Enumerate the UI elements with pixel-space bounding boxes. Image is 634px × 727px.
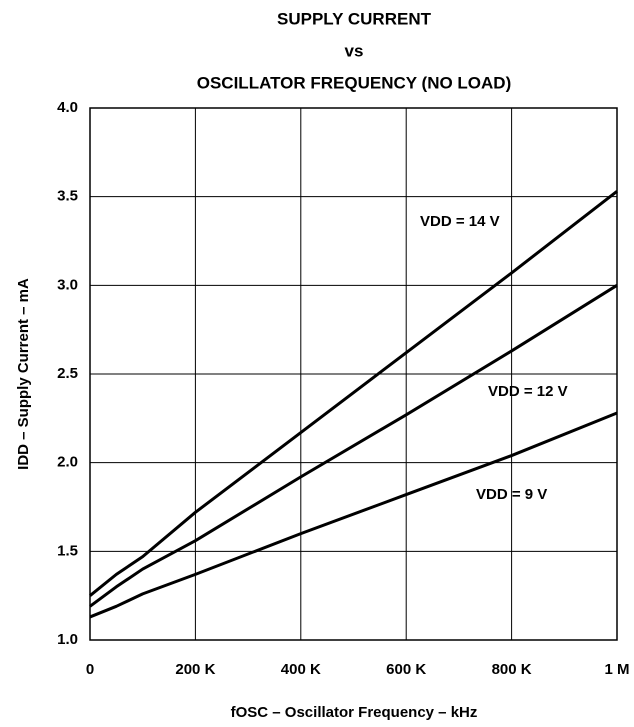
x-tick-label: 1 M xyxy=(604,661,629,678)
y-tick-label: 3.0 xyxy=(57,276,78,293)
y-axis-label: IDD – Supply Current – mA xyxy=(15,278,32,470)
y-tick-label: 3.5 xyxy=(57,188,78,205)
chart-title: OSCILLATOR FREQUENCY (NO LOAD) xyxy=(197,73,512,92)
y-tick-label: 2.0 xyxy=(57,454,78,471)
y-tick-label: 2.5 xyxy=(57,365,78,382)
plot-frame xyxy=(89,107,618,641)
series-line xyxy=(89,411,618,619)
x-tick-label: 600 K xyxy=(386,661,426,678)
y-tick-label: 1.0 xyxy=(57,631,78,648)
x-axis-label: fOSC – Oscillator Frequency – kHz xyxy=(231,704,478,721)
x-tick-label: 0 xyxy=(86,661,94,678)
series-line xyxy=(89,190,618,597)
chart-title: vs xyxy=(345,41,364,60)
series-label: VDD = 14 V xyxy=(420,213,500,230)
x-tick-label: 200 K xyxy=(175,661,215,678)
y-tick-label: 4.0 xyxy=(57,99,78,116)
chart-title: SUPPLY CURRENT xyxy=(277,9,432,28)
y-tick-label: 1.5 xyxy=(57,542,78,559)
series-label: VDD = 12 V xyxy=(488,383,568,400)
x-tick-label: 800 K xyxy=(492,661,532,678)
x-tick-label: 400 K xyxy=(281,661,321,678)
series-line xyxy=(89,284,618,608)
